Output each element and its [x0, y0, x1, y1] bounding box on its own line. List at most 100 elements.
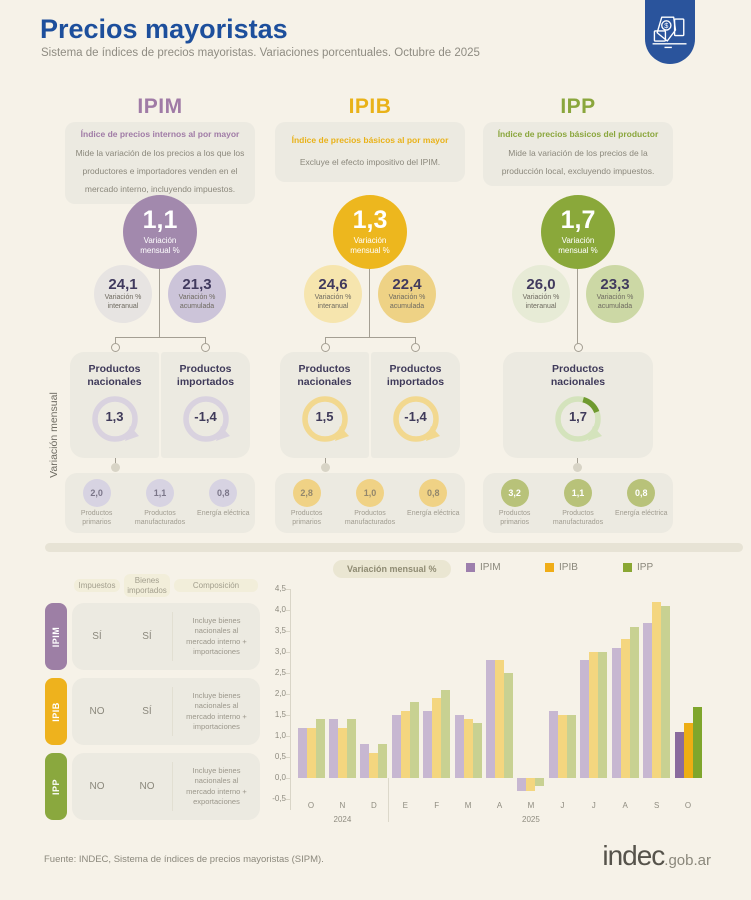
column-ipib: IPIB Índice de precios básicos al por ma… — [270, 95, 470, 540]
connector-node-icon — [574, 343, 583, 352]
connector-stub — [577, 458, 578, 464]
indec-logo-text: indec — [602, 840, 665, 871]
legend-label: IPP — [637, 562, 654, 573]
year-label: 2024 — [333, 815, 352, 824]
monthly-label: Variación mensual % — [558, 236, 598, 255]
bar-chart-plot: 4,5 4,0 3,5 3,0 2,5 2,0 1,5 1,0 0,5 0,0 -0,5 O N D E F M… — [272, 584, 714, 834]
products-importados-value: -1,4 — [404, 409, 427, 425]
table-row-tab-ipib: IPIB — [45, 678, 67, 745]
breakdown-item: 0,8 Energía eléctrica — [192, 479, 254, 533]
interannual-label: Variación % interanual — [522, 293, 560, 310]
circular-arrow-icon: -1,4 — [388, 393, 444, 445]
y-tick-mark — [286, 778, 290, 779]
bar-ipib-1 — [337, 727, 347, 778]
interannual-value: 24,6 — [318, 275, 348, 293]
index-name-ipp: IPP — [560, 95, 596, 118]
monthly-variation-circle: 1,1 Variación mensual % — [123, 195, 197, 269]
index-subtitle: Índice de precios básicos al por mayor — [291, 135, 449, 146]
interannual-circle: 24,1 Variación % interanual — [94, 265, 152, 323]
legend-swatch-ipp — [623, 563, 632, 572]
bar-ipim-6 — [486, 660, 496, 778]
y-tick-mark — [286, 799, 290, 800]
interannual-circle: 26,0 Variación % interanual — [512, 265, 570, 323]
table-row-ipim: SÍ SÍ Incluye bienes nacionales al merca… — [72, 603, 260, 670]
accumulated-circle: 21,3 Variación % acumulada — [168, 265, 226, 323]
connector-stub — [115, 337, 116, 345]
y-tick-label: 1,0 — [274, 731, 286, 740]
products-nacionales-value: 1,7 — [568, 409, 588, 425]
breakdown-label: Energía eléctrica — [197, 510, 250, 517]
bar-ipib-6 — [495, 660, 505, 778]
bar-ipim-7 — [517, 778, 527, 791]
connector-node-icon — [111, 343, 120, 352]
breakdown-item: 1,1 Productos manufacturados — [129, 479, 191, 533]
breakdown-panel: 3,2 Productos primarios 1,1 Productos ma… — [483, 473, 673, 533]
legend-item-ipp: IPP — [623, 562, 653, 573]
bar-ipib-11 — [652, 601, 662, 778]
indec-logo: indec .gob.ar — [602, 840, 711, 872]
connector-node-icon — [411, 343, 420, 352]
connector-stub — [115, 458, 116, 464]
y-tick-mark — [286, 673, 290, 674]
y-tick-label: -0,5 — [272, 794, 286, 803]
bar-ipib-9 — [589, 652, 599, 778]
index-description-text: Mide la variación de los precios de la p… — [501, 148, 655, 176]
index-subtitle: Índice de precios internos al por mayor — [80, 129, 240, 139]
bar-ipib-0 — [306, 727, 316, 778]
bar-ipp-9 — [598, 652, 608, 778]
accumulated-value: 21,3 — [182, 275, 212, 293]
x-tick-label: F — [434, 801, 440, 810]
bar-ipim-0 — [297, 727, 307, 778]
y-tick-mark — [286, 610, 290, 611]
interannual-value: 26,0 — [526, 275, 556, 293]
bar-ipim-1 — [328, 719, 338, 778]
bar-ipp-4 — [441, 689, 451, 778]
accumulated-label: Variación % acumulada — [178, 293, 216, 310]
bar-ipib-5 — [463, 719, 473, 778]
accumulated-circle: 23,3 Variación % acumulada — [586, 265, 644, 323]
interannual-circle: 24,6 Variación % interanual — [304, 265, 362, 323]
bar-ipib-7 — [526, 778, 536, 791]
x-tick-label: O — [307, 801, 315, 810]
interannual-label: Variación % interanual — [104, 293, 142, 310]
impuestos-value: SÍ — [92, 631, 102, 642]
connector-dot-icon — [321, 463, 330, 472]
index-description-ipib: Índice de precios básicos al por mayor E… — [275, 122, 465, 182]
breakdown-value: 3,2 — [500, 479, 529, 507]
legend-swatch-ipim — [466, 563, 475, 572]
connector-node-icon — [321, 343, 330, 352]
breakdown-label: Energía eléctrica — [615, 510, 668, 517]
x-tick-label: M — [464, 801, 472, 810]
bar-ipim-9 — [580, 660, 590, 778]
breakdown-value: 0,8 — [419, 479, 448, 507]
bar-ipp-3 — [409, 702, 419, 778]
table-row-ipp: NO NO Incluye bienes nacionales al merca… — [72, 753, 260, 820]
bienes-importados-value: SÍ — [142, 706, 152, 717]
composicion-value: Incluye bienes nacionales al mercado int… — [172, 762, 260, 811]
products-importados-label: Productos importados — [176, 363, 235, 389]
column-ipim: IPIM Índice de precios internos al por m… — [60, 95, 260, 540]
circular-arrow-icon: 1,7 — [550, 393, 606, 445]
accumulated-value: 22,4 — [392, 275, 422, 293]
y-tick-label: 0,0 — [274, 773, 286, 782]
breakdown-label: Productos manufacturados — [552, 510, 604, 526]
y-tick-label: 4,0 — [274, 605, 286, 614]
indec-logo-suffix: .gob.ar — [664, 852, 711, 869]
svg-text:$: $ — [664, 21, 668, 30]
table-row-tab-ipp: IPP — [45, 753, 67, 820]
connector-dot-icon — [111, 463, 120, 472]
breakdown-value: 1,0 — [355, 479, 384, 507]
index-subtitle: Índice de precios básicos del productor — [497, 129, 659, 139]
y-tick-label: 3,5 — [274, 626, 286, 635]
bar-ipim-5 — [454, 715, 464, 778]
x-tick-label: J — [560, 801, 565, 810]
accumulated-circle: 22,4 Variación % acumulada — [378, 265, 436, 323]
legend-item-ipim: IPIM — [466, 562, 501, 573]
legend-swatch-ipib — [545, 563, 554, 572]
connector-stub — [415, 337, 416, 345]
y-tick-label: 2,5 — [274, 668, 286, 677]
index-description-ipp: Índice de precios básicos del productor … — [483, 122, 673, 186]
monthly-value: 1,3 — [352, 206, 388, 234]
bar-ipp-7 — [535, 778, 545, 787]
table-row-tab-label: IPIB — [51, 702, 61, 722]
